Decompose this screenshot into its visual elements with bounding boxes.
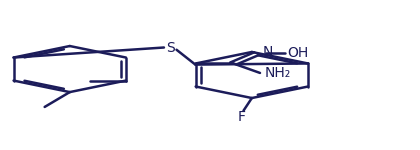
Text: F: F (237, 110, 245, 124)
Text: S: S (166, 40, 175, 54)
Text: N: N (262, 45, 273, 60)
Text: OH: OH (287, 46, 308, 60)
Text: NH₂: NH₂ (264, 66, 290, 80)
